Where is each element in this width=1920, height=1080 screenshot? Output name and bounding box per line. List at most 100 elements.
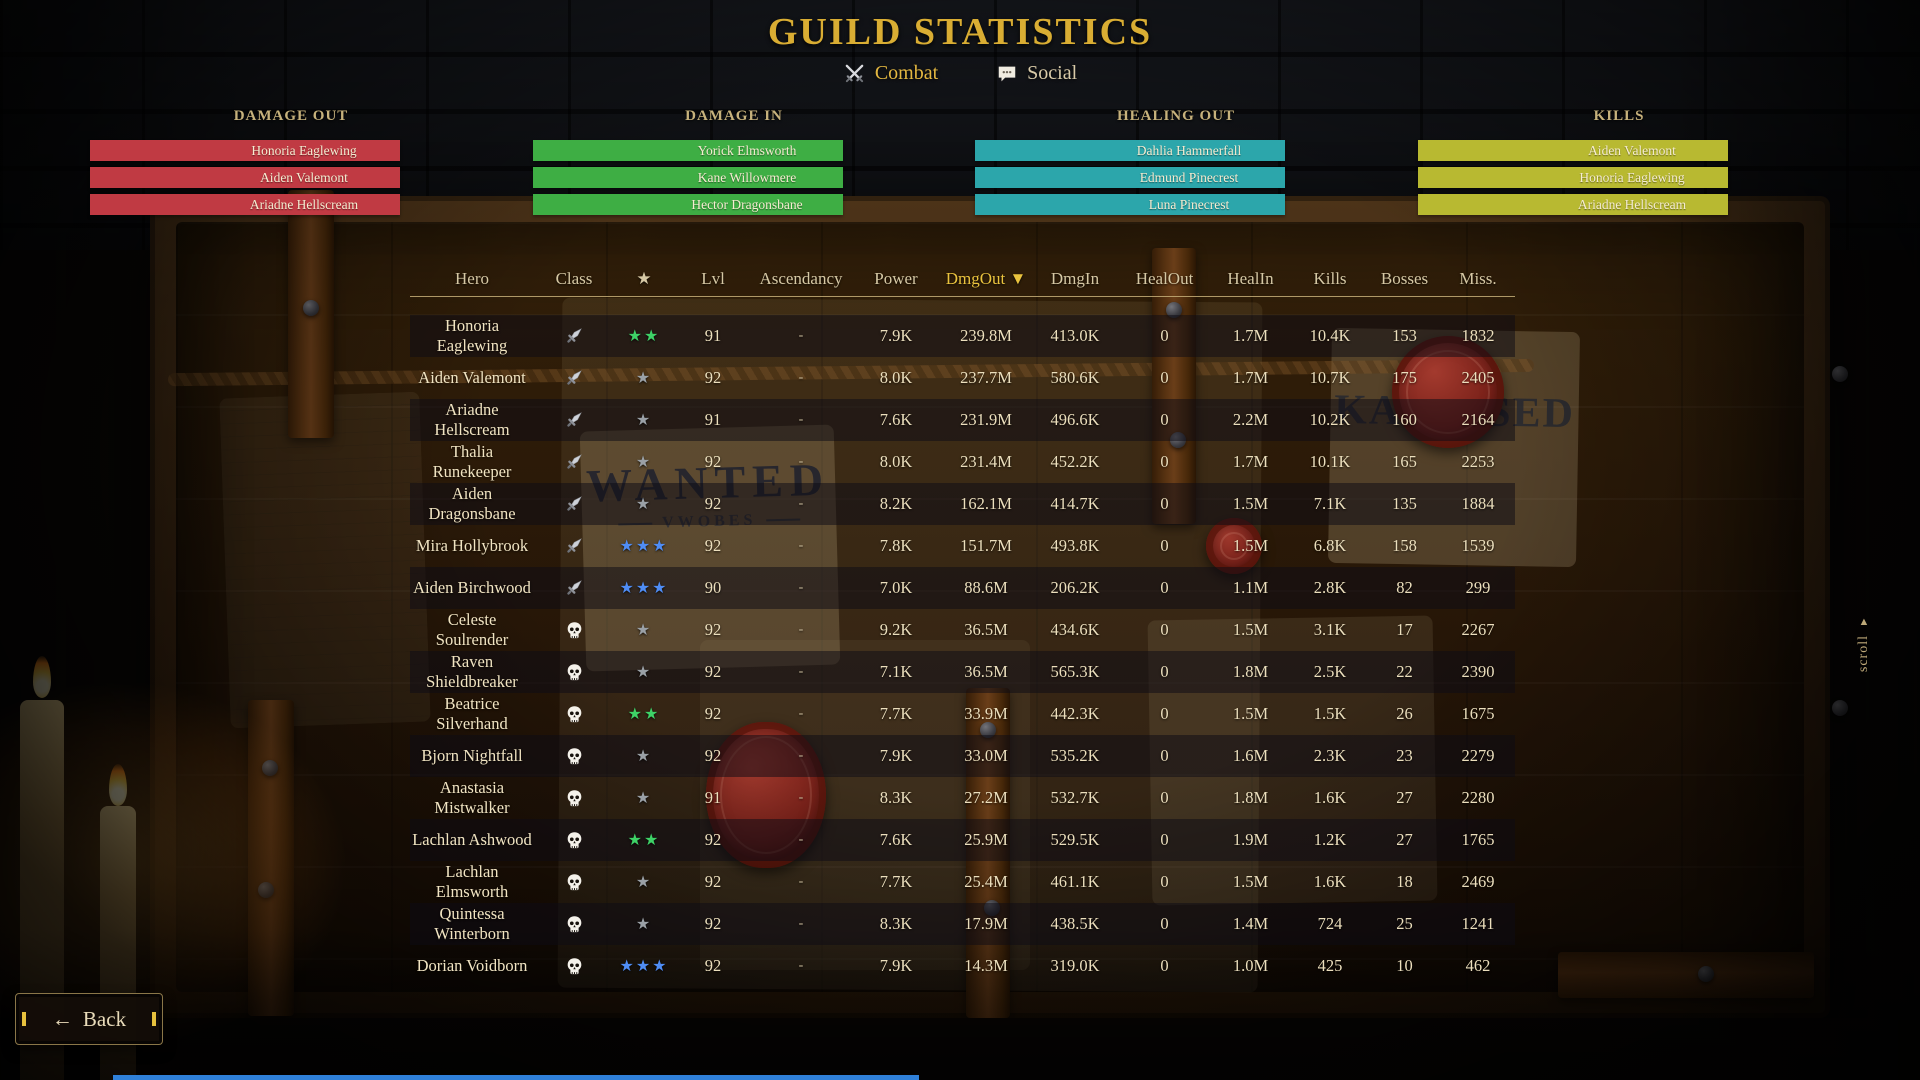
- cell-lvl: 90: [704, 578, 722, 597]
- cell-miss: 2279: [1461, 746, 1495, 765]
- cell-lvl: 92: [704, 914, 722, 933]
- cell-lvl: 91: [704, 410, 722, 429]
- cell-miss: 1241: [1461, 914, 1495, 933]
- cell-heal_in: 1.8M: [1232, 662, 1269, 681]
- cell-bosses: 175: [1392, 368, 1417, 387]
- cell-class: [534, 451, 614, 473]
- cell-miss: 2390: [1461, 662, 1495, 681]
- scroll-up-arrow-icon: ▲: [1858, 616, 1870, 628]
- column-header-power[interactable]: Power: [874, 269, 918, 288]
- cell-miss: 1765: [1461, 830, 1495, 849]
- table-row[interactable]: Dorian Voidborn ★★★ 92 - 7.9K 14.3M 319.0K 0 1.…: [410, 945, 1515, 987]
- sword-icon: [567, 412, 582, 427]
- cell-class: [534, 745, 614, 767]
- cell-dmg_out: 88.6M: [964, 578, 1008, 597]
- table-row[interactable]: Bjorn Nightfall ★ 92 - 7.9K 33.0M 535.2K 0 1.6M…: [410, 735, 1515, 777]
- tab-social[interactable]: Social: [996, 62, 1077, 85]
- leaderboard-entry: Ariadne Hellscream: [90, 194, 400, 215]
- cell-dmg_out: 17.9M: [964, 914, 1008, 933]
- cell-kills: 2.8K: [1313, 578, 1347, 597]
- skull-icon: [567, 622, 581, 638]
- cell-stars: ★★: [614, 704, 674, 724]
- cell-stars: ★: [614, 662, 674, 682]
- cell-lvl: 92: [704, 956, 722, 975]
- table-row[interactable]: Beatrice Silverhand ★★ 92 - 7.7K 33.9M 442.3K…: [410, 693, 1515, 735]
- cell-class: [534, 829, 614, 851]
- rank-stars: ★: [635, 748, 653, 765]
- leaderboard-damage-in: DAMAGE IN Yorick Elmsworth Kane Willowme…: [533, 108, 843, 221]
- metal-stud: [1832, 366, 1848, 382]
- rank-stars: ★: [635, 916, 653, 933]
- cell-stars: ★: [614, 368, 674, 388]
- table-row[interactable]: Lachlan Ashwood ★★ 92 - 7.6K 25.9M 529.5K 0 1.9…: [410, 819, 1515, 861]
- cell-bosses: 158: [1392, 536, 1417, 555]
- scroll-indicator[interactable]: ▲ scroll: [1856, 616, 1872, 672]
- column-header-miss[interactable]: Miss.: [1459, 269, 1497, 288]
- cell-dmg_in: 461.1K: [1050, 872, 1100, 891]
- cell-hero: Aiden Birchwood: [413, 578, 531, 597]
- cell-stars: ★: [614, 872, 674, 892]
- table-row[interactable]: Aiden Birchwood ★★★ 90 - 7.0K 88.6M 206.2K 0 1.…: [410, 567, 1515, 609]
- cell-ascendancy: -: [798, 454, 804, 469]
- cell-heal_in: 1.0M: [1232, 956, 1269, 975]
- table-row[interactable]: Mira Hollybrook ★★★ 92 - 7.8K 151.7M 493.8K 0 1…: [410, 525, 1515, 567]
- back-button-label: Back: [82, 1006, 127, 1031]
- skull-icon: [567, 706, 581, 722]
- cell-heal_out: 0: [1160, 578, 1169, 597]
- cell-dmg_in: 452.2K: [1050, 452, 1100, 471]
- metal-stud: [303, 300, 319, 316]
- cell-power: 7.6K: [879, 410, 913, 429]
- cell-stars: ★: [614, 620, 674, 640]
- table-row[interactable]: Aiden Dragonsbane ★ 92 - 8.2K 162.1M 414.7K 0 1…: [410, 483, 1515, 525]
- column-header-dmg_in[interactable]: DmgIn: [1050, 269, 1100, 288]
- cell-heal_out: 0: [1160, 788, 1169, 807]
- table-row[interactable]: Anastasia Mistwalker ★ 91 - 8.3K 27.2M 532.7K…: [410, 777, 1515, 819]
- table-row[interactable]: Lachlan Elmsworth ★ 92 - 7.7K 25.4M 461.1K 0 1.…: [410, 861, 1515, 903]
- column-header-dmg_out[interactable]: DmgOut ▼: [945, 269, 1027, 288]
- back-arrow-icon: ←: [51, 1006, 73, 1031]
- leaderboard-entry: Luna Pinecrest: [975, 194, 1285, 215]
- cell-power: 7.9K: [879, 746, 913, 765]
- leaderboard-title: DAMAGE IN: [685, 108, 783, 124]
- column-header-heal_in[interactable]: HealIn: [1227, 269, 1274, 288]
- rank-stars: ★★: [627, 706, 661, 723]
- table-row[interactable]: Thalia Runekeeper ★ 92 - 8.0K 231.4M 452.2K 0 1…: [410, 441, 1515, 483]
- scroll-label: scroll: [1856, 635, 1871, 673]
- column-header-stars[interactable]: ★: [636, 269, 652, 288]
- cell-kills: 1.5K: [1313, 704, 1347, 723]
- table-row[interactable]: Celeste Soulrender ★ 92 - 9.2K 36.5M 434.6K 0 1…: [410, 609, 1515, 651]
- rank-stars: ★★★: [619, 538, 669, 555]
- cell-kills: 7.1K: [1313, 494, 1347, 513]
- cell-lvl: 92: [704, 746, 722, 765]
- cell-dmg_out: 25.4M: [964, 872, 1008, 891]
- cell-miss: 1539: [1461, 536, 1495, 555]
- crossed-swords-icon: [843, 62, 866, 85]
- table-row[interactable]: Honoria Eaglewing ★★ 91 - 7.9K 239.8M 413.0K 0…: [410, 315, 1515, 357]
- column-header-kills[interactable]: Kills: [1313, 269, 1347, 288]
- cell-power: 8.0K: [879, 452, 913, 471]
- cell-kills: 2.3K: [1313, 746, 1347, 765]
- cell-heal_out: 0: [1160, 830, 1169, 849]
- cell-stars: ★★★: [614, 536, 674, 556]
- cell-heal_out: 0: [1160, 914, 1169, 933]
- tab-combat[interactable]: Combat: [843, 62, 938, 85]
- table-row[interactable]: Quintessa Winterborn ★ 92 - 8.3K 17.9M 438.5K…: [410, 903, 1515, 945]
- cell-class: [534, 535, 614, 557]
- table-row[interactable]: Ariadne Hellscream ★ 91 - 7.6K 231.9M 496.6K 0…: [410, 399, 1515, 441]
- cell-miss: 299: [1465, 578, 1491, 597]
- rank-stars: ★★: [627, 328, 661, 345]
- column-header-bosses[interactable]: Bosses: [1380, 269, 1429, 288]
- cell-class: [534, 661, 614, 683]
- column-header-ascendancy[interactable]: Ascendancy: [759, 269, 843, 288]
- cell-heal_in: 2.2M: [1232, 410, 1269, 429]
- column-header-heal_out[interactable]: HealOut: [1135, 269, 1194, 288]
- column-header-hero[interactable]: Hero: [455, 269, 489, 288]
- cell-heal_out: 0: [1160, 662, 1169, 681]
- table-row[interactable]: Aiden Valemont ★ 92 - 8.0K 237.7M 580.6K 0 1.7M…: [410, 357, 1515, 399]
- column-header-class[interactable]: Class: [555, 269, 593, 288]
- column-header-lvl[interactable]: Lvl: [701, 269, 725, 288]
- cell-miss: 2280: [1461, 788, 1495, 807]
- table-row[interactable]: Raven Shieldbreaker ★ 92 - 7.1K 36.5M 565.3K 0…: [410, 651, 1515, 693]
- cell-power: 9.2K: [879, 620, 913, 639]
- back-button[interactable]: ← Back: [15, 993, 163, 1045]
